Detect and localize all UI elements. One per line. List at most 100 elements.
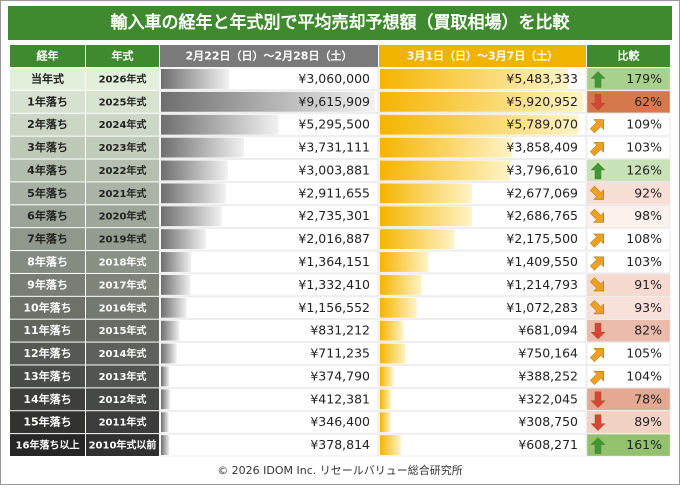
change-label: 93%	[634, 300, 662, 315]
age-cell	[10, 136, 85, 159]
year: 2012年式	[99, 393, 147, 406]
trend-arrow	[589, 208, 604, 223]
header-cell	[160, 45, 378, 67]
value-cell	[159, 365, 379, 388]
value-label: ¥5,789,070	[506, 117, 578, 132]
value-bar	[380, 366, 394, 387]
value-bar	[380, 160, 511, 181]
column-header: 比較	[618, 49, 641, 63]
value-bar	[380, 69, 568, 89]
age: 10年落ち	[23, 300, 71, 314]
value-label: ¥831,212	[310, 323, 370, 338]
value-label: ¥3,858,409	[506, 140, 578, 155]
year: 2016年式	[99, 301, 147, 314]
trend-arrow	[589, 371, 604, 385]
year-cell	[86, 273, 159, 296]
change-cell	[586, 227, 671, 251]
column-header: 経年	[37, 49, 59, 63]
age: 16年落ち以上	[16, 439, 80, 452]
year: 2024年式	[99, 118, 147, 131]
value-label: ¥308,750	[518, 414, 578, 429]
change-cell	[586, 113, 671, 136]
change-label: 91%	[634, 277, 662, 292]
value-bar	[161, 160, 228, 181]
value-label: ¥9,615,909	[298, 94, 370, 109]
year-cell	[86, 159, 159, 182]
change-cell	[586, 250, 671, 274]
value-label: ¥346,400	[310, 414, 370, 429]
year: 2025年式	[99, 95, 147, 108]
year: 2017年式	[99, 278, 147, 291]
trend-arrow	[590, 437, 606, 454]
change-cell	[586, 205, 671, 228]
value-bar	[161, 320, 180, 341]
value-bar	[161, 206, 222, 227]
value-label: ¥2,016,887	[298, 231, 370, 246]
value-bar	[161, 229, 206, 250]
age: 6年落ち	[27, 209, 68, 223]
value-bar	[161, 274, 191, 295]
change-cell	[586, 67, 671, 91]
age-cell	[10, 388, 85, 411]
age: 3年落ち	[27, 140, 68, 154]
change-cell	[586, 319, 671, 342]
age-cell	[10, 182, 85, 205]
age: 13年落ち	[23, 369, 71, 383]
change-cell	[586, 273, 671, 297]
value-cell	[159, 250, 379, 274]
trend-arrow	[590, 71, 606, 88]
change-label: 98%	[634, 208, 662, 223]
age: 4年落ち	[27, 163, 68, 177]
column-header: 3月1日（日）～3月7日（土）	[407, 49, 559, 63]
trend-arrow	[589, 256, 604, 271]
value-bar	[380, 389, 392, 410]
column-header: 年式	[112, 49, 134, 63]
value-cell	[378, 410, 587, 434]
year-cell	[86, 365, 159, 388]
age-cell	[10, 273, 85, 296]
value-label: ¥374,790	[310, 368, 370, 383]
value-label: ¥3,731,111	[298, 140, 370, 155]
year: 2019年式	[99, 233, 147, 246]
value-cell	[159, 227, 379, 251]
trend-arrow	[589, 142, 604, 157]
age: 当年式	[31, 71, 64, 85]
year: 2022年式	[99, 164, 147, 177]
change-label: 109%	[626, 117, 662, 132]
age-cell	[10, 434, 85, 456]
age: 7年落ち	[27, 232, 68, 246]
year-cell	[86, 228, 159, 251]
value-bar	[380, 343, 406, 364]
value-label: ¥1,409,550	[506, 254, 578, 269]
value-bar	[380, 297, 417, 318]
year-cell	[86, 113, 159, 136]
value-cell	[159, 388, 379, 411]
value-cell	[378, 319, 587, 342]
year-cell	[86, 251, 159, 273]
year-cell	[86, 342, 159, 365]
age: 11年落ち	[23, 323, 71, 337]
header-cell	[587, 45, 670, 67]
trend-arrow	[590, 391, 606, 409]
year: 2023年式	[99, 141, 147, 154]
age-cell	[10, 228, 85, 251]
value-bar	[161, 343, 177, 364]
age-cell	[10, 251, 85, 273]
change-label: 126%	[626, 162, 662, 177]
trend-arrow	[590, 414, 606, 431]
value-label: ¥2,735,301	[298, 208, 370, 223]
value-bar	[380, 412, 391, 433]
value-label: ¥1,364,151	[298, 254, 370, 269]
value-bar	[161, 435, 170, 455]
change-label: 103%	[626, 140, 662, 155]
value-cell	[159, 273, 379, 297]
value-bar	[161, 366, 170, 387]
footer: © 2026 IDOM Inc. リセールバリュー総合研究所	[217, 463, 463, 477]
trend-arrow	[590, 162, 606, 180]
value-label: ¥2,911,655	[298, 185, 370, 200]
value-bar	[161, 69, 230, 89]
value-bar	[380, 91, 583, 112]
age: 12年落ち	[23, 346, 71, 360]
value-label: ¥1,332,410	[298, 277, 370, 292]
value-label: ¥2,175,500	[506, 231, 578, 246]
